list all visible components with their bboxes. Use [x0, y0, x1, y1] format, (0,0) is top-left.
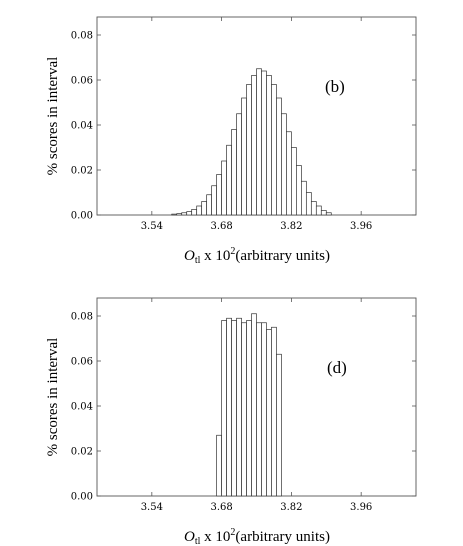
histogram-bar [251, 313, 257, 497]
y-tick-label: 0.00 [71, 492, 93, 503]
histogram-bar [236, 317, 242, 497]
histogram-bar [305, 192, 312, 216]
histogram-bar [186, 211, 193, 216]
histogram-bar [310, 201, 317, 216]
y-axis-label: % scores in interval [45, 57, 61, 176]
histogram-bar [231, 129, 237, 216]
x-tick-label: 3.68 [210, 502, 232, 513]
histogram-bar [191, 209, 198, 216]
y-tick-label: 0.08 [71, 312, 93, 323]
histogram-bar [236, 113, 242, 216]
bars-group [216, 313, 282, 497]
histogram-bar [266, 75, 272, 216]
histogram-bar [271, 84, 277, 216]
x-tick-label: 3.54 [141, 502, 163, 513]
x-axis-ticks: 3.54 3.68 3.82 3.96 [141, 17, 372, 232]
y-tick-label: 0.00 [71, 211, 93, 222]
histogram-bar [241, 97, 247, 216]
x-tick-label: 3.96 [350, 221, 372, 232]
histogram-bar [281, 113, 287, 216]
histogram-bar [315, 205, 322, 216]
y-axis-ticks: 0.00 0.02 0.04 0.06 0.08 [71, 31, 416, 222]
histogram-bar [211, 185, 217, 216]
histogram-bar [271, 326, 277, 497]
histogram-bar [176, 213, 183, 216]
y-tick-label: 0.02 [71, 166, 93, 177]
histogram-bar [291, 147, 297, 216]
histogram-bar [256, 322, 262, 497]
x-axis-label: Otl x 102(arbitrary units) [184, 527, 330, 546]
histogram-bar [246, 320, 252, 497]
histogram-bar [181, 212, 188, 216]
y-tick-label: 0.06 [71, 76, 93, 87]
histogram-bar [201, 201, 207, 216]
histogram-bar [171, 213, 178, 216]
y-tick-label: 0.08 [71, 31, 93, 42]
y-tick-label: 0.04 [71, 402, 93, 413]
histogram-bar [221, 320, 227, 497]
histogram-bar [261, 70, 267, 216]
histogram-bar [206, 194, 212, 216]
histogram-bar [276, 353, 282, 497]
histogram-bar [216, 434, 222, 497]
y-axis-label: % scores in interval [45, 338, 61, 457]
histogram-panel-d: 0.00 0.02 0.04 0.06 0.08 3.54 3.68 3.82 3.96 (d… [45, 297, 417, 546]
panel-label: (d) [327, 358, 347, 377]
x-tick-label: 3.96 [350, 502, 372, 513]
histogram-bar [216, 174, 222, 216]
histogram-bar [196, 205, 203, 216]
histogram-bar [320, 210, 327, 216]
histogram-bar [246, 84, 252, 216]
y-tick-label: 0.02 [71, 447, 93, 458]
histogram-bar [241, 322, 247, 497]
histogram-bar [251, 75, 257, 216]
histogram-bar [261, 322, 267, 497]
y-axis-ticks: 0.00 0.02 0.04 0.06 0.08 [71, 312, 416, 503]
panel-label: (b) [325, 77, 345, 96]
x-tick-label: 3.68 [210, 221, 232, 232]
histogram-bar [301, 180, 307, 216]
histogram-bar [231, 320, 237, 497]
histogram-bar [325, 212, 332, 216]
histogram-bar [296, 165, 302, 216]
histogram-bar [266, 329, 272, 497]
histogram-bar [276, 97, 282, 216]
y-tick-label: 0.06 [71, 357, 93, 368]
x-axis-ticks: 3.54 3.68 3.82 3.96 [141, 298, 372, 513]
histogram-bar [221, 160, 227, 216]
histogram-panel-b: 0.00 0.02 0.04 0.06 0.08 3.54 3.68 3.82 3.96 (b… [45, 16, 417, 266]
y-tick-label: 0.04 [71, 121, 93, 132]
x-tick-label: 3.82 [280, 502, 302, 513]
bars-group [171, 68, 332, 216]
histogram-bar [226, 317, 232, 497]
histogram-bar [256, 68, 262, 216]
histogram-bar [226, 144, 232, 216]
x-axis-label: Otl x 102(arbitrary units) [184, 246, 330, 266]
x-tick-label: 3.82 [280, 221, 302, 232]
x-tick-label: 3.54 [141, 221, 163, 232]
histogram-bar [286, 131, 292, 216]
